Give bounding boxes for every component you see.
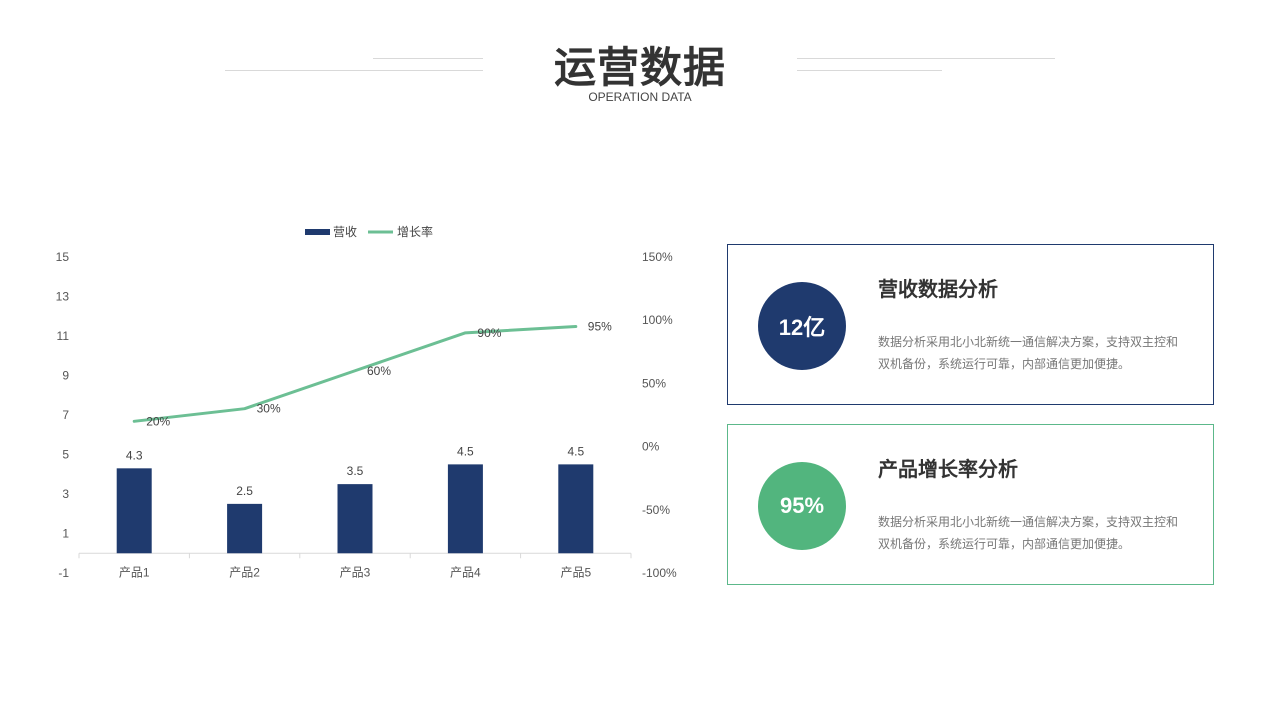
growth-value-badge: 95% (758, 462, 846, 550)
legend-swatch-revenue (305, 229, 330, 235)
bar-revenue (227, 503, 263, 554)
y-left-tick-label: 7 (62, 408, 69, 422)
revenue-value-badge: 12亿 (758, 282, 846, 370)
y-right-tick-label: 100% (642, 313, 673, 327)
y-right-tick-label: 50% (642, 376, 666, 390)
bar-data-label: 4.3 (126, 448, 143, 462)
x-tick-label: 产品2 (229, 565, 260, 579)
decor-line-right-short (797, 70, 942, 71)
revenue-card-title: 营收数据分析 (878, 279, 998, 301)
bar-revenue (337, 484, 373, 554)
y-left-tick-label: 11 (57, 329, 70, 343)
x-tick-label: 产品5 (560, 565, 591, 579)
bar-revenue (558, 464, 594, 554)
y-left-tick-label: -1 (58, 566, 69, 580)
page-subtitle: OPERATION DATA (588, 90, 692, 104)
growth-card-description: 数据分析采用北小北新统一通信解决方案，支持双主控和双机备份，系统运行可靠，内部通… (878, 515, 1179, 551)
legend-label-revenue: 营收 (333, 225, 357, 239)
revenue-card-description: 数据分析采用北小北新统一通信解决方案，支持双主控和双机备份，系统运行可靠，内部通… (878, 335, 1179, 371)
line-data-label: 30% (257, 402, 281, 416)
y-right-tick-label: 0% (642, 440, 660, 454)
y-left-tick-label: 9 (62, 369, 69, 383)
legend-label-growth: 增长率 (397, 224, 433, 239)
growth-rate-line (132, 325, 578, 423)
y-right-tick-label: -100% (642, 566, 677, 580)
y-left-tick-label: 3 (62, 487, 69, 501)
y-left-tick-label: 13 (56, 290, 70, 304)
decor-line-right-long (797, 58, 1055, 59)
growth-analysis-card: 95% 产品增长率分析 数据分析采用北小北新统一通信解决方案，支持双主控和双机备… (727, 424, 1214, 585)
y-left-tick-label: 1 (62, 527, 69, 541)
bar-data-label: 4.5 (457, 444, 474, 458)
bar-data-label: 4.5 (567, 444, 584, 458)
line-data-label: 60% (367, 364, 391, 378)
bar-data-label: 3.5 (347, 464, 364, 478)
decor-line-left-short (373, 58, 483, 59)
y-left-tick-label: 15 (56, 250, 70, 264)
y-left-tick-label: 5 (62, 448, 69, 462)
bar-revenue (116, 468, 152, 554)
revenue-analysis-card: 12亿 营收数据分析 数据分析采用北小北新统一通信解决方案，支持双主控和双机备份… (727, 244, 1214, 405)
line-data-label: 90% (477, 326, 501, 340)
y-right-tick-label: 150% (642, 250, 673, 264)
y-right-tick-label: -50% (642, 503, 670, 517)
x-tick-label: 产品4 (450, 565, 481, 579)
bar-revenue (447, 464, 483, 554)
x-tick-label: 产品3 (340, 565, 371, 579)
page-title: 运营数据 (553, 44, 726, 91)
decor-line-left-long (225, 70, 483, 71)
bar-data-label: 2.5 (236, 484, 253, 498)
line-data-label: 20% (146, 414, 170, 428)
x-tick-label: 产品1 (119, 565, 150, 579)
growth-card-title: 产品增长率分析 (878, 459, 1018, 481)
line-data-label: 95% (588, 320, 612, 334)
